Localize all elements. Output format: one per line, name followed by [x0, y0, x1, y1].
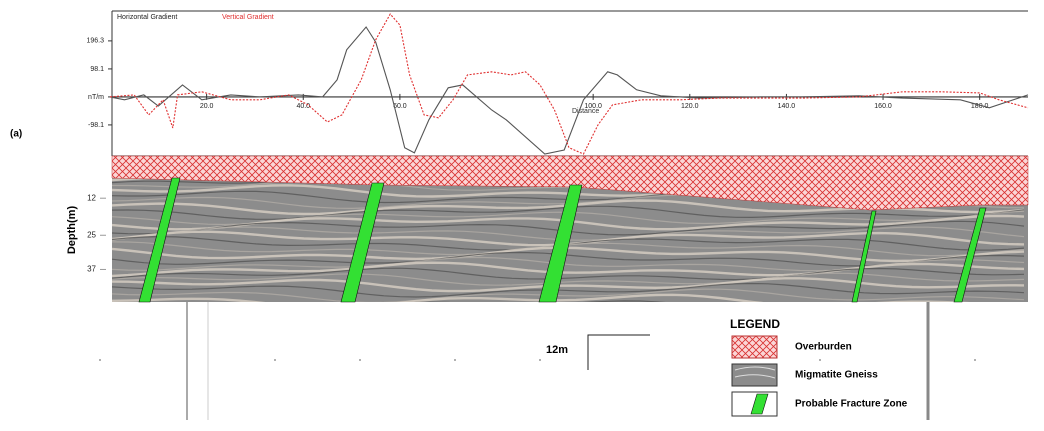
figure-label: (a) [10, 129, 22, 140]
x-tick-label: 120.0 [681, 103, 699, 110]
legend-entry: Horizontal Gradient [117, 14, 177, 21]
depth-tick-label: 25 [87, 230, 96, 239]
y-tick-label: nT/m [88, 94, 104, 101]
gneiss-band [112, 301, 1024, 313]
legend-swatch [732, 336, 777, 358]
legend-label: Migmatite Gneiss [795, 370, 878, 381]
scale-label: 12m [546, 344, 568, 356]
legend-title: LEGEND [730, 317, 780, 331]
depth-tick-label: 37 [87, 265, 96, 274]
dot [99, 359, 101, 361]
legend-label: Overburden [795, 342, 852, 353]
dot [359, 359, 361, 361]
legend-entry: Vertical Gradient [222, 14, 274, 21]
x-tick-label: 140.0 [778, 103, 796, 110]
x-tick-label: 100.0 [584, 103, 602, 110]
x-tick-label: 20.0 [200, 103, 214, 110]
dot [454, 359, 456, 361]
legend-label: Probable Fracture Zone [795, 399, 908, 410]
y-tick-label: 196.3 [86, 38, 104, 45]
x-tick-label: 160.0 [874, 103, 892, 110]
scale-bar [588, 335, 650, 370]
depth-axis-label: Depth(m) [66, 206, 78, 255]
y-tick-label: 98.1 [90, 66, 104, 73]
dot [274, 359, 276, 361]
dot [974, 359, 976, 361]
y-tick-label: -98.1 [88, 122, 104, 129]
figure: (a) Horizontal Gradient Vertical Gradien… [0, 0, 1044, 426]
x-tick-label: 40.0 [296, 103, 310, 110]
dot [819, 359, 821, 361]
series-line [110, 27, 1028, 154]
depth-tick-label: 12 [87, 193, 96, 202]
dot [539, 359, 541, 361]
series-line [110, 14, 1028, 154]
cross-section [112, 156, 1028, 313]
